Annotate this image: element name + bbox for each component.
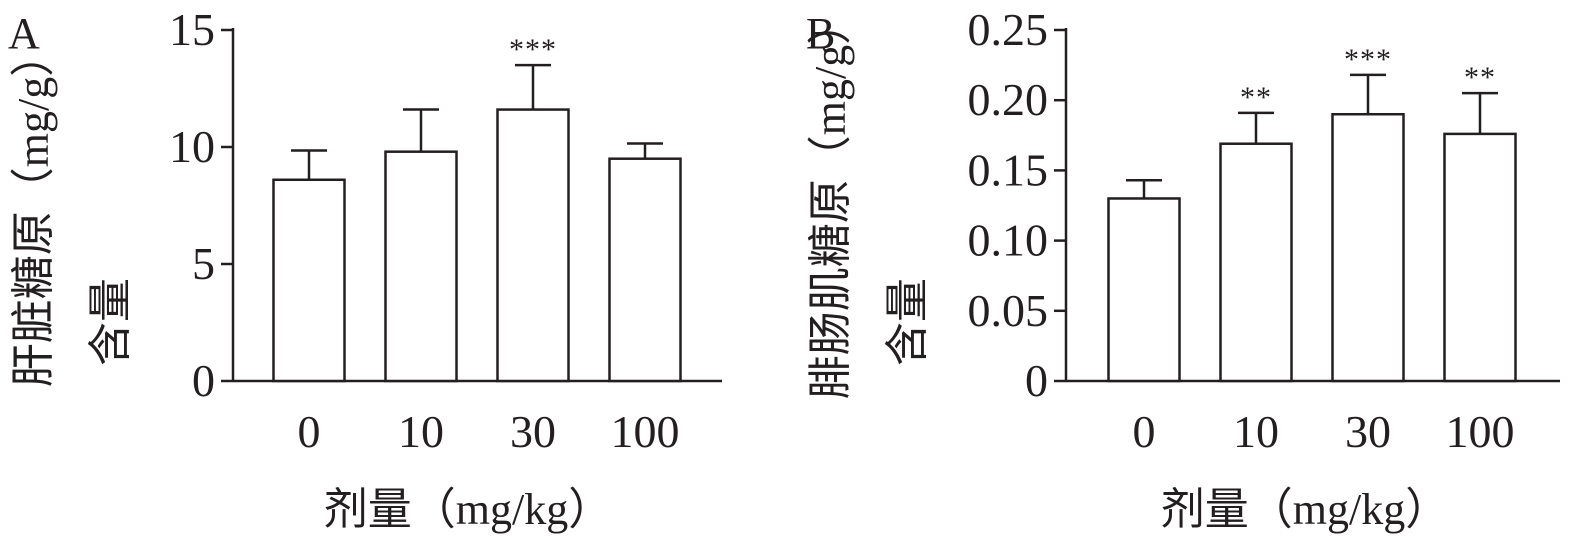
panel-a-bar [384,150,458,383]
panel-a-xlabel: 剂量（mg/kg） [324,485,612,534]
panel-b-significance-label: ** [1240,81,1272,114]
panel-a: A 肝脏糖原（mg/g） 含量 剂量（mg/kg） 0 5 10 15 0 10 30 ***… [8,4,722,534]
panel-b-ylabel-line1: 腓肠肌糖原（mg/g） [806,1,855,399]
panel-b-xtick-label: 10 [1233,406,1279,457]
panel-b-ytick-label: 0.15 [968,144,1049,195]
panel-a-significance-label: *** [509,33,557,66]
panel-a-bar [608,157,682,383]
panel-b-xtick-label: 30 [1345,406,1391,457]
panel-a-ytick-label: 10 [169,121,215,172]
panel-b: B 腓肠肌糖原（mg/g） 含量 剂量（mg/kg） 0 0.05 0.10 0.15… [806,1,1560,534]
panel-a-bar [272,178,346,383]
panel-a-xtick-label: 30 [510,406,556,457]
panel-b-significance-label: ** [1464,61,1496,94]
panel-b-xtick-label: 100 [1446,406,1515,457]
panel-b-ytick-label: 0.25 [968,4,1049,55]
panel-a-ytick-label: 0 [192,355,215,406]
panel-a-xtick-label: 10 [398,406,444,457]
panel-b-ytick-label: 0 [1025,355,1048,406]
panel-a-ytick-label: 15 [169,4,215,55]
panel-b-letter: B [806,9,835,58]
panel-b-bar [1219,142,1293,383]
panel-b-xtick-label: 0 [1133,406,1156,457]
panel-a-letter: A [8,9,40,58]
panel-b-significance-label: *** [1344,43,1392,76]
panel-b-xlabel: 剂量（mg/kg） [1161,485,1449,534]
panel-a-bar [496,108,570,383]
panel-b-ylabel-line2: 含量 [883,278,932,366]
panel-b-ytick-label: 0.05 [968,285,1049,336]
panel-b-bar [1107,197,1181,383]
panel-a-ytick-label: 5 [192,238,215,289]
panel-a-xtick-label: 0 [298,406,321,457]
panel-a-xtick-label: 100 [611,406,680,457]
panel-b-ytick-label: 0.10 [968,215,1049,266]
panel-a-ylabel-line1: 肝脏糖原（mg/g） [9,33,58,387]
panel-b-ytick-label: 0.20 [968,74,1049,125]
panel-b-bar [1443,132,1517,383]
panel-a-ylabel-line2: 含量 [86,278,135,366]
panel-b-bar [1331,112,1405,383]
